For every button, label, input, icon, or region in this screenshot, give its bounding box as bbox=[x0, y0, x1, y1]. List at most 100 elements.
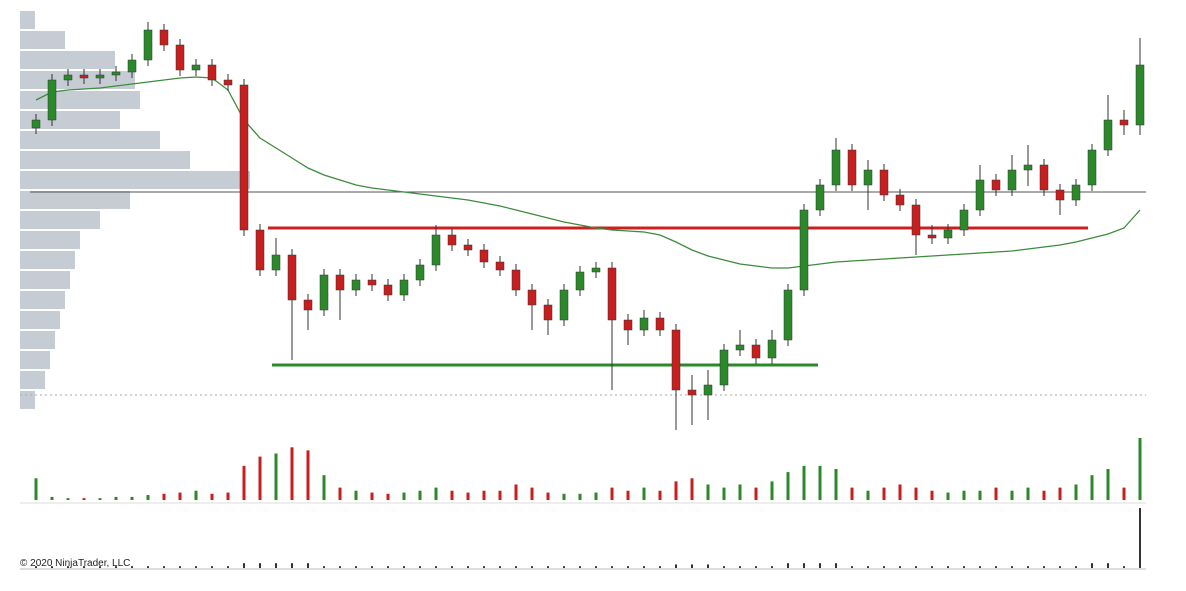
candle-body bbox=[31, 119, 41, 129]
candle-body bbox=[127, 59, 137, 73]
candle-body bbox=[351, 279, 361, 291]
volume-bar bbox=[386, 493, 390, 500]
tick-bar bbox=[403, 566, 405, 568]
candle-body bbox=[975, 179, 985, 211]
volume-bar bbox=[338, 487, 342, 500]
volume-bar bbox=[882, 487, 886, 500]
tick-bar bbox=[675, 564, 677, 568]
volume-bar bbox=[402, 492, 406, 500]
volume-bar bbox=[98, 498, 102, 500]
tick-bar bbox=[83, 566, 85, 568]
volume-bar bbox=[594, 492, 598, 500]
candle-body bbox=[479, 249, 489, 263]
tick-bar bbox=[323, 566, 325, 568]
tick-bar bbox=[243, 563, 245, 568]
candle-body bbox=[1007, 169, 1017, 191]
volume-bar bbox=[818, 465, 822, 500]
candle-body bbox=[991, 179, 1001, 191]
tick-bar bbox=[787, 563, 789, 568]
tick-bar bbox=[147, 566, 149, 568]
volume-bar bbox=[498, 490, 502, 500]
tick-bar bbox=[915, 566, 917, 568]
tick-bar bbox=[531, 566, 533, 568]
volume-bar bbox=[1026, 487, 1030, 500]
candle-body bbox=[1119, 119, 1129, 126]
candle-body bbox=[1071, 184, 1081, 201]
candle-body bbox=[447, 234, 457, 246]
candle-body bbox=[287, 254, 297, 301]
volume-bar bbox=[130, 496, 134, 500]
tick-bar bbox=[563, 566, 565, 568]
volume-bar bbox=[930, 490, 934, 500]
candle-body bbox=[159, 29, 169, 46]
candle-body bbox=[431, 234, 441, 266]
volume-bar bbox=[210, 493, 214, 500]
candle-body bbox=[559, 289, 569, 321]
volume-bar bbox=[690, 478, 694, 500]
volume-bar bbox=[530, 487, 534, 500]
candle-body bbox=[575, 271, 585, 291]
tick-bar bbox=[803, 563, 805, 568]
volume-bar bbox=[1042, 490, 1046, 500]
volume-bar bbox=[482, 490, 486, 500]
volume-bar bbox=[226, 492, 230, 500]
candle-body bbox=[255, 229, 265, 271]
tick-bar bbox=[947, 566, 949, 568]
tick-bar bbox=[131, 566, 133, 568]
candle-body bbox=[319, 274, 329, 311]
volume-bar bbox=[194, 490, 198, 500]
candle-body bbox=[735, 344, 745, 351]
volume-bar bbox=[994, 487, 998, 500]
tick-bar bbox=[1075, 566, 1077, 568]
candle-body bbox=[175, 44, 185, 71]
volume-bar bbox=[50, 496, 54, 500]
tick-bar bbox=[451, 566, 453, 568]
candle-body bbox=[63, 74, 73, 81]
volume-profile-bar bbox=[20, 271, 70, 289]
tick-bar bbox=[835, 563, 837, 568]
volume-bar bbox=[642, 487, 646, 500]
volume-bar bbox=[514, 484, 518, 500]
volume-bar bbox=[1122, 487, 1126, 500]
tick-bar bbox=[755, 566, 757, 568]
candle-body bbox=[911, 204, 921, 236]
tick-bar bbox=[931, 566, 933, 568]
copyright: © 2020 NinjaTrader, LLC bbox=[20, 558, 130, 569]
volume-profile-bar bbox=[20, 51, 115, 69]
candle-body bbox=[671, 329, 681, 391]
candle-body bbox=[831, 149, 841, 186]
tick-bar bbox=[355, 566, 357, 568]
candle-body bbox=[495, 261, 505, 271]
volume-profile-bar bbox=[20, 131, 160, 149]
tick-bar bbox=[67, 566, 69, 568]
tick-bar bbox=[275, 563, 277, 568]
volume-profile-bar bbox=[20, 391, 35, 409]
volume-bar bbox=[562, 493, 566, 500]
tick-bar bbox=[483, 566, 485, 568]
tick-bar bbox=[771, 566, 773, 568]
tick-bar bbox=[179, 566, 181, 568]
candle-body bbox=[767, 339, 777, 359]
tick-bar bbox=[963, 566, 965, 568]
volume-bar bbox=[466, 492, 470, 500]
candle-body bbox=[223, 79, 233, 86]
candle-body bbox=[79, 74, 89, 79]
volume-bar bbox=[914, 487, 918, 500]
volume-bar bbox=[322, 475, 326, 500]
candle-body bbox=[687, 389, 697, 396]
candle-body bbox=[623, 319, 633, 331]
candle-body bbox=[191, 64, 201, 71]
tick-bar bbox=[899, 566, 901, 568]
candle-body bbox=[1023, 164, 1033, 171]
candle-body bbox=[1135, 64, 1145, 126]
volume-profile-bar bbox=[20, 331, 55, 349]
candle-body bbox=[879, 169, 889, 196]
volume-bar bbox=[706, 484, 710, 500]
volume-bar bbox=[450, 490, 454, 500]
candle-body bbox=[95, 74, 105, 79]
tick-bar bbox=[195, 566, 197, 568]
tick-bar bbox=[115, 566, 117, 568]
volume-bar bbox=[786, 472, 790, 500]
tick-bar bbox=[707, 564, 709, 568]
tick-bar bbox=[1059, 566, 1061, 568]
